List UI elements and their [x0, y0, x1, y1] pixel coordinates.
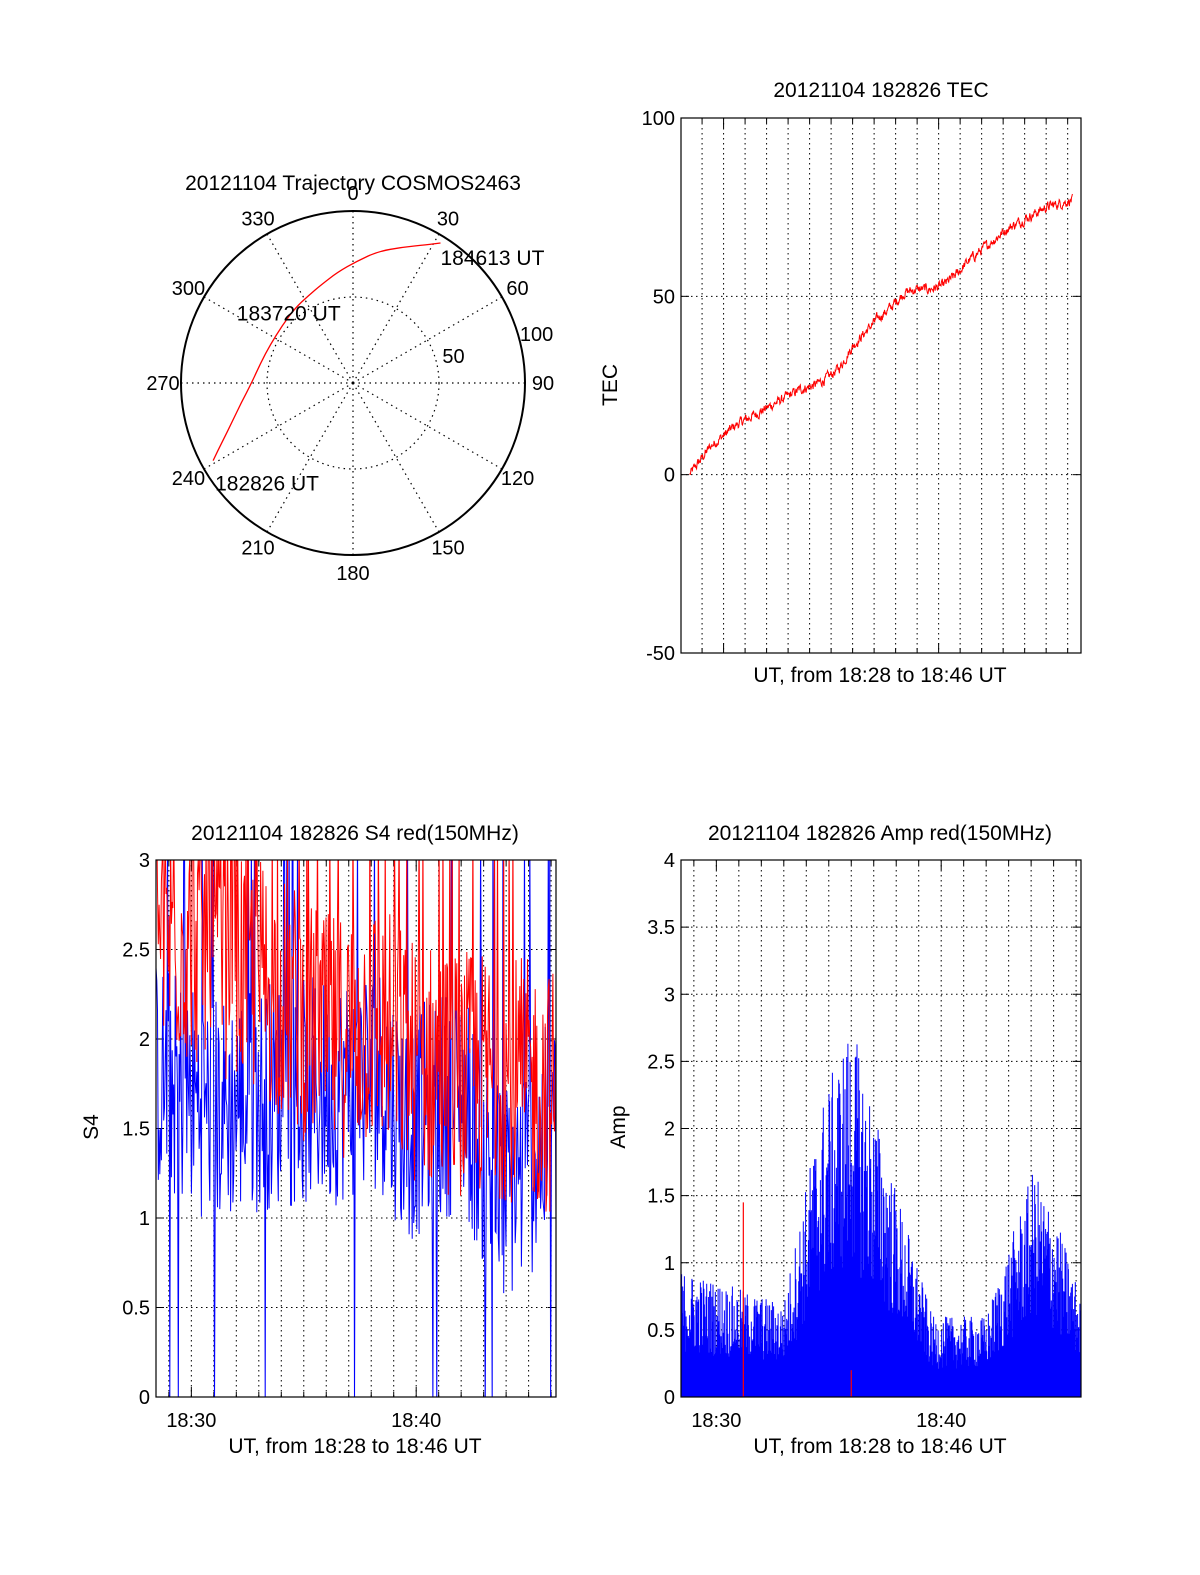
s4-title: 20121104 182826 S4 red(150MHz) — [191, 822, 519, 845]
polar-angle-label: 0 — [347, 183, 358, 205]
y-tick-label: 1.5 — [647, 1186, 675, 1208]
polar-trajectory-panel: 20121104 Trajectory COSMOS2463 0 30 60 90 12… — [146, 172, 554, 585]
polar-angle-labels: 0 30 60 90 120 150 180 210 240 270 300 330 — [146, 183, 554, 585]
tec-title: 20121104 182826 TEC — [773, 79, 988, 102]
amp-series-group — [681, 1043, 1081, 1397]
polar-annotation: 183720 UT — [237, 303, 341, 326]
y-tick-label: 2 — [664, 1119, 675, 1141]
amp-frame — [680, 859, 1082, 1398]
polar-angle-label: 330 — [241, 208, 274, 230]
s4-xlabel: UT, from 18:28 to 18:46 UT — [228, 1435, 481, 1458]
polar-radial-labels: 50 100 — [442, 324, 553, 368]
y-tick-label: 3 — [664, 984, 675, 1006]
tec-frame — [680, 117, 1082, 654]
y-tick-label: 0.5 — [647, 1320, 675, 1342]
y-tick-label: 0 — [139, 1387, 150, 1409]
polar-inner-circle — [266, 296, 440, 470]
polar-angle-label: 90 — [532, 373, 554, 395]
y-tick-label: 0 — [664, 1387, 675, 1409]
s4-plot-area: 0 0.5 1 1.5 2 2.5 3 18:30 18:40 — [122, 850, 557, 1432]
tec-series-line — [689, 193, 1073, 476]
tec-ylabel: TEC — [599, 364, 622, 406]
amp-blue-series — [681, 1043, 1081, 1397]
s4-series-group — [156, 860, 556, 1397]
tec-panel: 20121104 182826 TEC UT, from 18:28 to 18… — [599, 79, 1082, 687]
polar-angle-label: 150 — [431, 538, 464, 560]
y-tick-label: 50 — [653, 286, 675, 308]
y-tick-label: 100 — [642, 108, 675, 130]
x-tick-label: 18:30 — [691, 1410, 741, 1432]
polar-trajectory-line — [212, 242, 441, 461]
s4-panel: 20121104 182826 S4 red(150MHz) UT, from … — [80, 822, 557, 1458]
y-tick-label: 1.5 — [122, 1119, 150, 1141]
polar-angle-label: 300 — [172, 278, 205, 300]
polar-angle-label: 60 — [506, 278, 528, 300]
y-tick-label: 1 — [139, 1208, 150, 1230]
amp-xlabel: UT, from 18:28 to 18:46 UT — [753, 1435, 1006, 1458]
amp-title: 20121104 182826 Amp red(150MHz) — [708, 822, 1052, 845]
polar-spoke — [266, 382, 354, 533]
polar-angle-label: 210 — [241, 538, 274, 560]
y-tick-label: 0.5 — [122, 1298, 150, 1320]
polar-annotations: 182826 UT 183720 UT 184613 UT — [215, 247, 544, 496]
y-tick-label: 3 — [139, 850, 150, 872]
amp-panel: 20121104 182826 Amp red(150MHz) UT, from… — [607, 822, 1082, 1458]
tec-plot-area: -50 0 50 100 — [642, 108, 1082, 665]
polar-spoke — [352, 382, 440, 533]
s4-frame — [155, 859, 557, 1398]
x-tick-label: 18:30 — [166, 1410, 216, 1432]
tec-xlabel: UT, from 18:28 to 18:46 UT — [753, 664, 1006, 687]
polar-angle-label: 120 — [501, 468, 534, 490]
y-tick-label: 2 — [139, 1029, 150, 1051]
y-tick-label: 4 — [664, 850, 675, 872]
polar-annotation: 184613 UT — [441, 247, 545, 270]
polar-grid — [180, 210, 526, 556]
polar-angle-label: 240 — [172, 468, 205, 490]
grid-horizontal: -50 0 50 100 — [642, 108, 1081, 665]
y-tick-label: 2.5 — [647, 1051, 675, 1073]
polar-radial-label: 100 — [520, 324, 553, 346]
s4-ylabel: S4 — [80, 1114, 103, 1140]
polar-annotation: 182826 UT — [215, 473, 319, 496]
polar-spoke — [352, 296, 503, 384]
polar-angle-label: 30 — [437, 208, 459, 230]
y-tick-label: -50 — [646, 643, 675, 665]
grid-horizontal: 0 0.5 1 1.5 2 2.5 3 3.5 4 — [647, 850, 1081, 1409]
polar-angle-label: 180 — [336, 563, 369, 585]
polar-spoke — [203, 382, 354, 470]
polar-spoke — [266, 233, 354, 384]
y-tick-label: 0 — [664, 465, 675, 487]
polar-title: 20121104 Trajectory COSMOS2463 — [185, 172, 521, 195]
polar-spoke — [352, 233, 440, 384]
polar-angle-label: 270 — [146, 373, 179, 395]
y-tick-label: 3.5 — [647, 917, 675, 939]
amp-plot-area: 0 0.5 1 1.5 2 2.5 3 3.5 4 18:30 18:40 — [647, 850, 1082, 1432]
polar-spoke — [352, 382, 503, 470]
polar-radial-label: 50 — [442, 346, 464, 368]
y-tick-label: 2.5 — [122, 940, 150, 962]
amp-ylabel: Amp — [607, 1105, 630, 1148]
x-tick-label: 18:40 — [391, 1410, 441, 1432]
polar-trace — [212, 242, 441, 461]
y-tick-label: 1 — [664, 1253, 675, 1275]
x-tick-label: 18:40 — [916, 1410, 966, 1432]
grid-vertical — [701, 118, 1069, 653]
s4-red-series — [156, 860, 556, 1212]
polar-spoke — [203, 296, 354, 384]
